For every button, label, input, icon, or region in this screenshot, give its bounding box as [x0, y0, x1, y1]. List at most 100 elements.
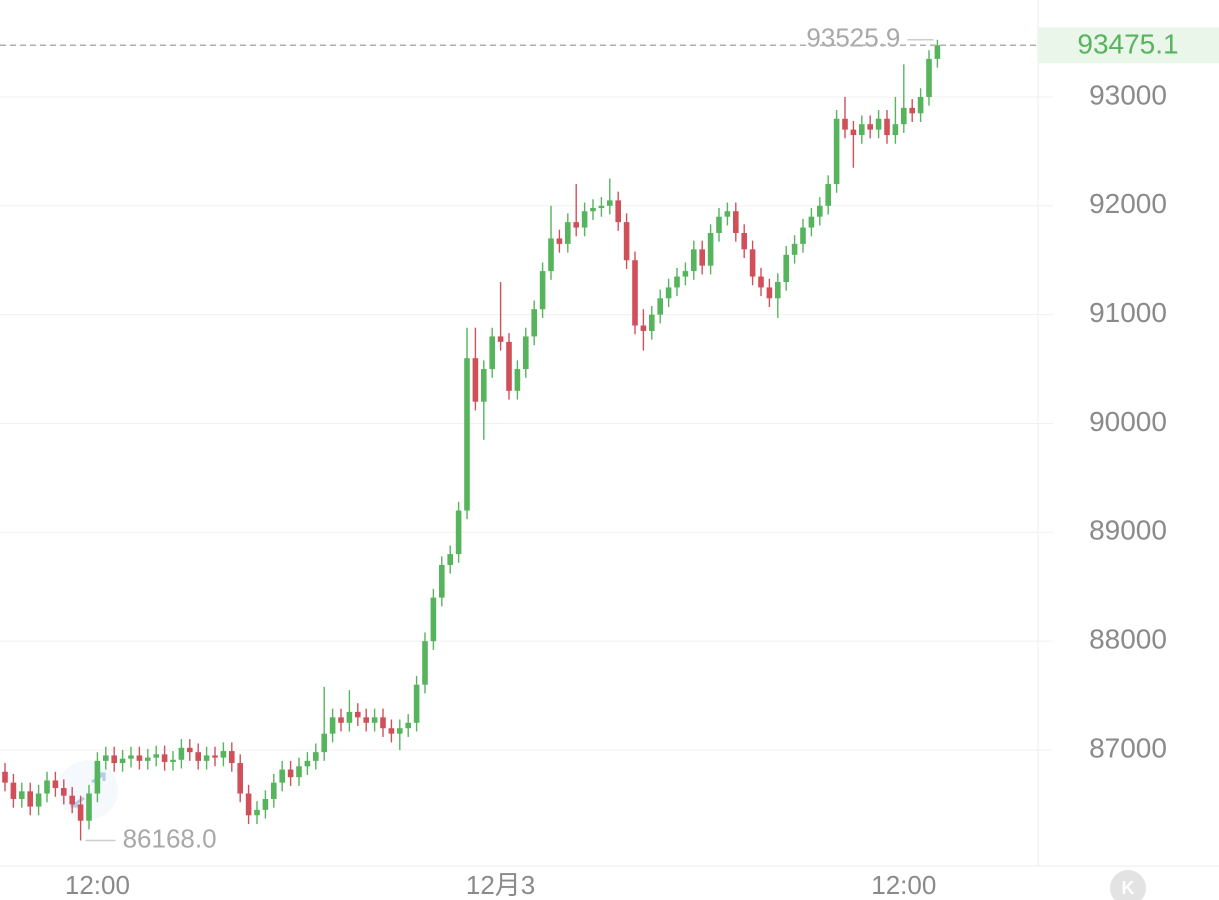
candle-body	[296, 766, 302, 778]
candle-body	[581, 211, 588, 228]
candle-body	[397, 728, 403, 734]
candle-body	[195, 752, 201, 761]
candle-body	[145, 757, 151, 761]
candle-body	[61, 788, 67, 796]
candle-body	[111, 755, 117, 764]
y-tick-label: 93000	[1089, 79, 1167, 110]
candle-body	[455, 510, 462, 555]
candle-body	[850, 129, 857, 136]
candle-body	[279, 769, 285, 783]
candle-body	[422, 641, 428, 685]
candle-body	[481, 369, 487, 402]
candle-body	[825, 184, 831, 206]
candle-body	[657, 298, 663, 315]
candle-body	[380, 717, 386, 729]
y-tick-label: 88000	[1089, 624, 1167, 655]
candle-body	[539, 271, 546, 310]
candle-body	[800, 227, 806, 244]
candle-body	[35, 793, 42, 807]
candle-body	[220, 751, 227, 758]
candle-body	[19, 791, 25, 799]
candle-body	[842, 118, 848, 130]
candle-body	[10, 782, 17, 799]
candle-body	[934, 45, 941, 59]
candle-body	[27, 791, 33, 807]
candle-body	[489, 336, 495, 370]
candle-body	[472, 358, 479, 402]
candle-body	[707, 233, 714, 266]
candle-body	[665, 287, 672, 299]
candle-body	[640, 325, 647, 331]
candle-body	[245, 793, 252, 816]
x-tick-label: 12月3	[466, 870, 535, 900]
candle-body	[464, 358, 470, 511]
candle-body	[775, 281, 781, 299]
candle-body	[514, 369, 521, 391]
candle-body	[875, 118, 882, 130]
badge-bg[interactable]	[1110, 870, 1146, 900]
candle-body	[128, 755, 134, 759]
x-tick-label: 12:00	[65, 870, 130, 900]
last-price-label: 93475.1	[1077, 29, 1178, 60]
y-tick-label: 91000	[1089, 297, 1167, 328]
candle-body	[77, 804, 84, 821]
candle-body	[632, 260, 638, 326]
candle-body	[565, 222, 571, 244]
candle-body	[724, 211, 731, 217]
min-label: 86168.0	[123, 823, 217, 853]
candle-body	[548, 238, 554, 272]
candle-body	[867, 124, 873, 130]
last-price-box	[1038, 27, 1219, 64]
badge[interactable]: K	[1122, 878, 1135, 898]
candle-body	[363, 717, 369, 723]
candle-body	[69, 795, 75, 805]
candle-body	[287, 769, 294, 778]
candle-body	[187, 747, 193, 753]
candle-body	[699, 249, 705, 266]
candle-body	[590, 207, 596, 212]
candle-body	[136, 755, 143, 761]
candle-body	[229, 751, 235, 764]
candle-body	[346, 711, 353, 723]
candle-body	[691, 249, 697, 272]
candle-body	[153, 754, 159, 758]
candle-body	[254, 809, 260, 816]
candle-body	[808, 216, 815, 228]
candle-body	[94, 760, 101, 794]
candle-body	[86, 793, 92, 821]
candle-body	[573, 222, 579, 228]
candle-body	[304, 760, 311, 767]
candle-body	[817, 205, 823, 217]
max-label: 93525.9	[806, 23, 900, 53]
candle-body	[531, 309, 537, 337]
candle-body	[766, 287, 773, 299]
candle-body	[833, 118, 840, 185]
candle-body	[405, 722, 411, 729]
candle-body	[674, 276, 680, 288]
candle-body	[607, 200, 613, 206]
candle-body	[523, 336, 529, 370]
candle-body	[884, 118, 890, 136]
candle-body	[909, 107, 915, 114]
candle-body	[321, 733, 327, 753]
x-tick-label: 12:00	[871, 870, 936, 900]
candle-body	[556, 238, 563, 244]
candle-body	[749, 249, 756, 277]
candle-body	[203, 755, 210, 761]
candle-body	[178, 747, 185, 760]
candle-body	[119, 758, 126, 764]
candle-body	[758, 276, 764, 288]
candle-body	[682, 271, 689, 277]
candle-body	[338, 717, 344, 723]
candle-body	[2, 771, 8, 783]
candle-body	[413, 684, 420, 723]
y-tick-label: 89000	[1089, 515, 1167, 546]
candle-body	[212, 755, 218, 758]
candle-body	[439, 564, 445, 598]
candle-body	[506, 341, 512, 391]
candle-body	[237, 763, 243, 794]
candle-body	[447, 554, 453, 565]
candle-body	[649, 314, 655, 331]
candle-body	[44, 780, 50, 794]
candle-body	[623, 222, 630, 261]
